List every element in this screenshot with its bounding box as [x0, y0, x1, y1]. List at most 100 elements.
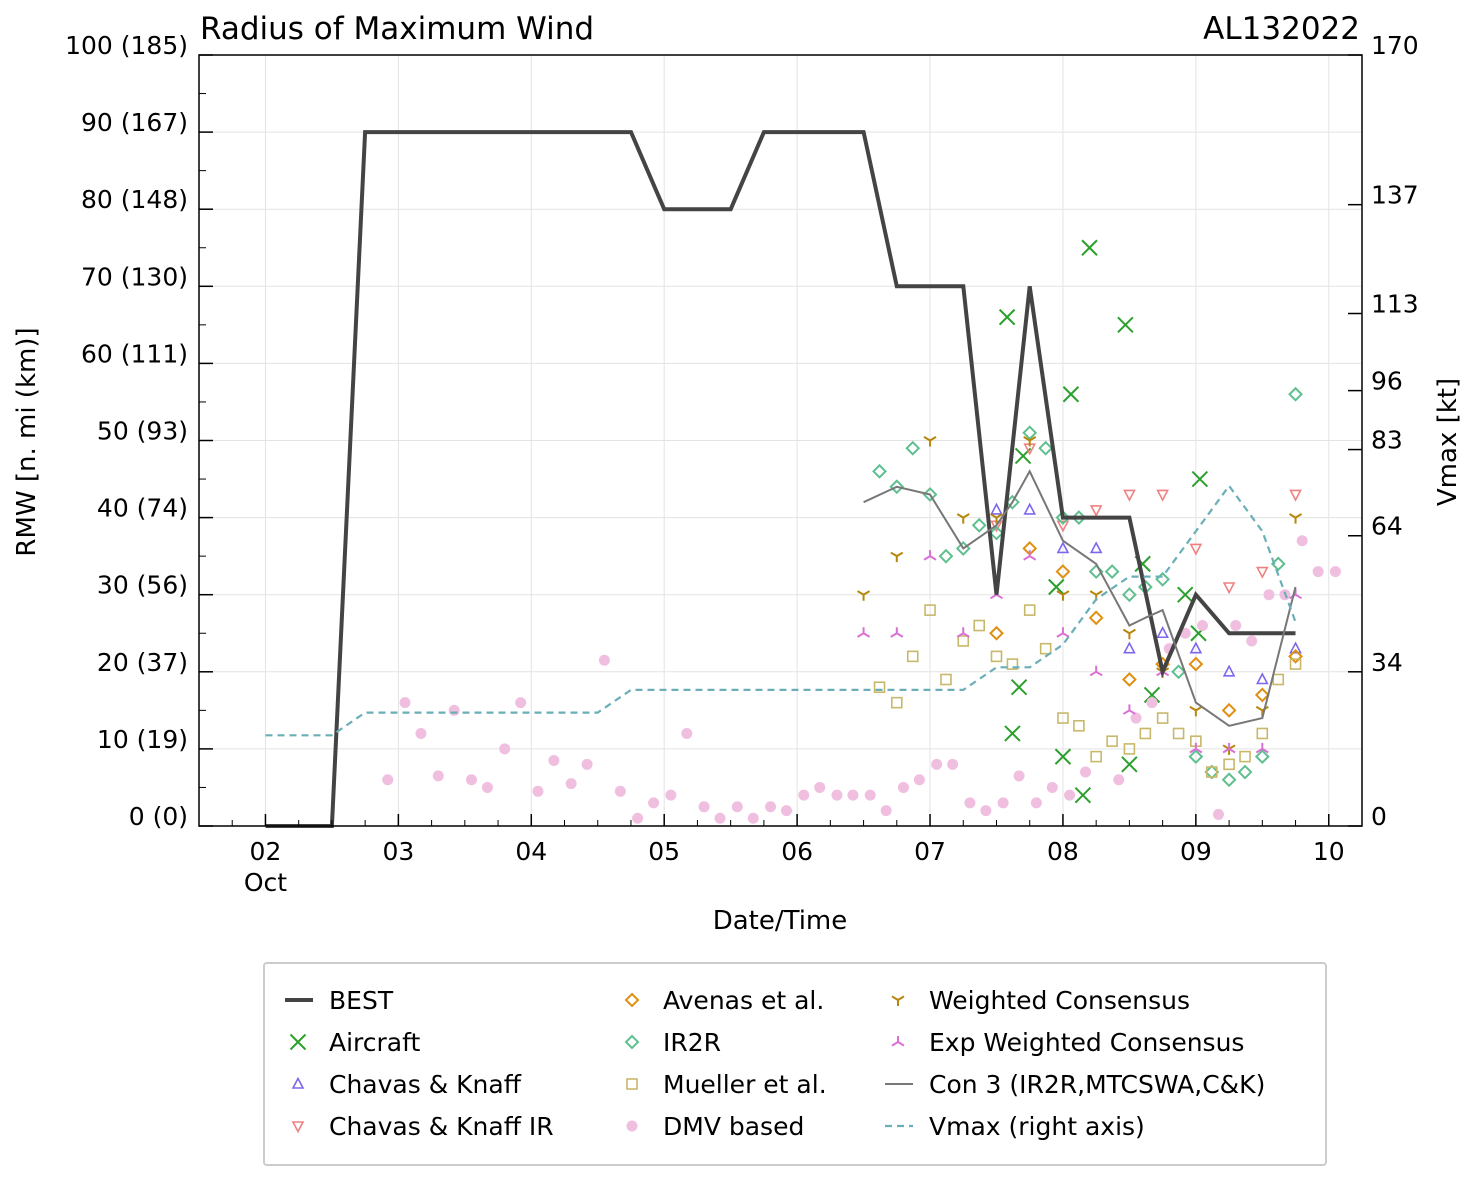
point-dmv-based [565, 778, 577, 790]
point-dmv-based [1263, 589, 1275, 601]
point-dmv-based [581, 758, 593, 770]
legend-item-dmv-based: DMV based [626, 1112, 804, 1141]
point-chavas-knaff-ir [1123, 489, 1136, 502]
y2-tick-label: 34 [1371, 648, 1403, 677]
point-dmv-based [814, 781, 826, 793]
point-aircraft [1177, 586, 1194, 603]
x-tick-label: 07 [914, 837, 946, 866]
axes: 02 03 04 05 06 07 08 09 10 Oct 0 (0) 10 (19) 20 (37)… [65, 31, 1419, 897]
point-mueller-et-al [1006, 658, 1019, 670]
point-dmv-based [598, 654, 610, 666]
point-dmv-based [964, 797, 976, 809]
legend-swatch [891, 1036, 905, 1047]
point-ir2r [1104, 564, 1120, 579]
series-weighted-consensus [857, 436, 1303, 755]
point-avenas-et-al [1188, 656, 1204, 672]
point-avenas-et-al [1221, 702, 1237, 718]
point-ir2r [1221, 772, 1237, 788]
point-mueller-et-al [1156, 712, 1169, 724]
x-tick-label: 04 [515, 837, 547, 866]
point-mueller-et-al [1023, 604, 1036, 616]
point-dmv-based [532, 785, 544, 797]
point-dmv-based [1130, 712, 1142, 724]
series-aircraft [998, 239, 1209, 804]
point-aircraft [1121, 756, 1138, 773]
point-exp-weighted-consensus [1089, 665, 1103, 677]
legend-label: Weighted Consensus [929, 986, 1190, 1015]
point-dmv-based [1246, 635, 1258, 647]
y-tick-label: 100 (185) [65, 31, 188, 60]
point-aircraft [1004, 725, 1021, 742]
point-mueller-et-al [890, 696, 903, 709]
y-tick-label: 10 (19) [97, 725, 188, 754]
point-exp-weighted-consensus [1189, 742, 1203, 754]
point-chavas-knaff-ir [1222, 582, 1236, 595]
point-dmv-based [548, 754, 560, 766]
point-dmv-based [1296, 535, 1308, 547]
point-ir2r [1022, 425, 1038, 441]
x-tick-label: 08 [1047, 837, 1079, 866]
legend-item-ir2r: IR2R [624, 1028, 721, 1057]
point-avenas-et-al [1121, 672, 1137, 687]
point-dmv-based [1312, 566, 1324, 578]
y-tick-label: 50 (93) [97, 417, 188, 446]
point-dmv-based [1212, 808, 1224, 820]
point-dmv-based [698, 801, 710, 813]
series-best [265, 130, 1296, 828]
point-dmv-based [897, 781, 909, 793]
legend-label: Chavas & Knaff [329, 1070, 522, 1099]
legend-swatch [891, 995, 905, 1006]
point-mueller-et-al [973, 619, 986, 632]
point-dmv-based [648, 797, 660, 809]
point-ir2r [1254, 749, 1270, 765]
point-aircraft [1074, 786, 1092, 804]
legend-item-aircraft: Aircraft [289, 1028, 420, 1057]
point-chavas-knaff [1289, 641, 1302, 654]
point-dmv-based [731, 801, 743, 813]
point-dmv-based [747, 812, 759, 824]
point-dmv-based [415, 727, 427, 739]
point-weighted-consensus [1056, 590, 1070, 601]
line-best [265, 130, 1296, 828]
point-mueller-et-al [1057, 712, 1069, 724]
point-chavas-knaff-ir [1189, 543, 1203, 556]
point-mueller-et-al [990, 650, 1003, 663]
legend-item-vmax-right-axis: Vmax (right axis) [885, 1112, 1145, 1141]
point-exp-weighted-consensus [1222, 742, 1236, 754]
y2-tick-label: 64 [1371, 512, 1403, 541]
y2-tick-label: 113 [1371, 290, 1419, 319]
point-chavas-knaff [1123, 641, 1136, 654]
point-ir2r [938, 548, 954, 564]
point-exp-weighted-consensus [1056, 627, 1070, 638]
point-dmv-based [864, 789, 876, 801]
x-axis-label: Date/Time [713, 906, 848, 936]
legend-swatch [289, 1033, 307, 1051]
legend-box [263, 962, 1327, 1166]
point-ir2r [872, 463, 887, 479]
point-aircraft [1081, 239, 1098, 256]
point-ir2r [1288, 386, 1303, 402]
point-exp-weighted-consensus [923, 550, 937, 561]
point-dmv-based [1230, 620, 1242, 632]
point-mueller-et-al [1272, 673, 1285, 686]
legend-item-con-3-ir2r-mtcswa-c-k: Con 3 (IR2R,MTCSWA,C&K) [885, 1070, 1265, 1099]
point-mueller-et-al [1239, 750, 1251, 763]
point-exp-weighted-consensus [857, 627, 871, 638]
point-dmv-based [997, 797, 1009, 809]
line-vmax [265, 484, 1297, 737]
y-tick-label: 70 (130) [81, 262, 188, 291]
legend-item-chavas-knaff-ir: Chavas & Knaff IR [291, 1112, 554, 1141]
point-aircraft [1191, 470, 1209, 488]
point-mueller-et-al [924, 604, 936, 616]
legend-item-weighted-consensus: Weighted Consensus [891, 986, 1190, 1015]
point-exp-weighted-consensus [956, 627, 970, 638]
point-mueller-et-al [1139, 727, 1152, 740]
point-weighted-consensus [989, 513, 1004, 524]
grid-lines [199, 54, 1362, 827]
point-dmv-based [481, 781, 493, 793]
series-exp-weighted-consensus [857, 550, 1303, 754]
point-mueller-et-al [1172, 727, 1185, 740]
point-weighted-consensus [1189, 705, 1203, 717]
point-dmv-based [714, 812, 726, 824]
